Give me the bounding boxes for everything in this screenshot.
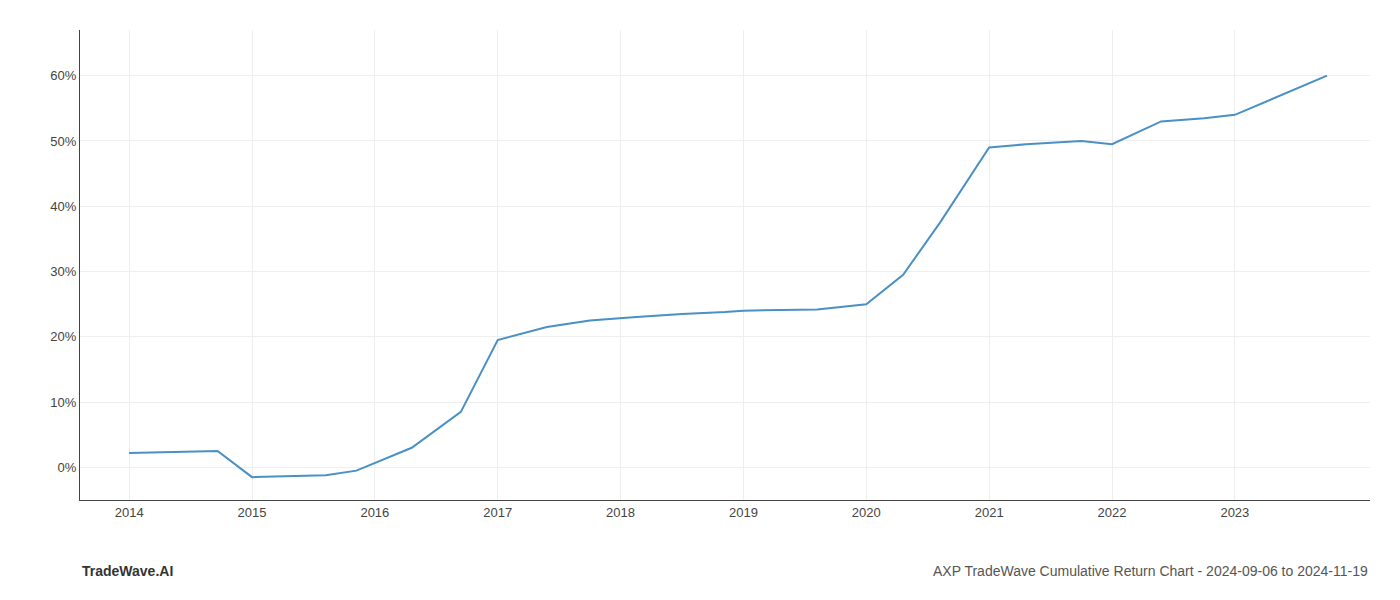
svg-text:TradeWave.AI: TradeWave.AI: [82, 563, 173, 579]
svg-text:2015: 2015: [238, 505, 267, 520]
svg-text:0%: 0%: [58, 460, 77, 475]
svg-text:2022: 2022: [1098, 505, 1127, 520]
svg-text:2023: 2023: [1220, 505, 1249, 520]
svg-text:2018: 2018: [606, 505, 635, 520]
svg-text:2019: 2019: [729, 505, 758, 520]
svg-text:2021: 2021: [975, 505, 1004, 520]
svg-text:20%: 20%: [50, 329, 76, 344]
svg-text:10%: 10%: [50, 395, 76, 410]
svg-text:60%: 60%: [50, 68, 76, 83]
svg-text:2016: 2016: [360, 505, 389, 520]
svg-text:2020: 2020: [852, 505, 881, 520]
svg-text:40%: 40%: [50, 199, 76, 214]
svg-text:2017: 2017: [483, 505, 512, 520]
svg-text:50%: 50%: [50, 134, 76, 149]
svg-text:2014: 2014: [115, 505, 144, 520]
svg-text:30%: 30%: [50, 264, 76, 279]
svg-text:AXP TradeWave Cumulative Retur: AXP TradeWave Cumulative Return Chart - …: [933, 563, 1368, 579]
